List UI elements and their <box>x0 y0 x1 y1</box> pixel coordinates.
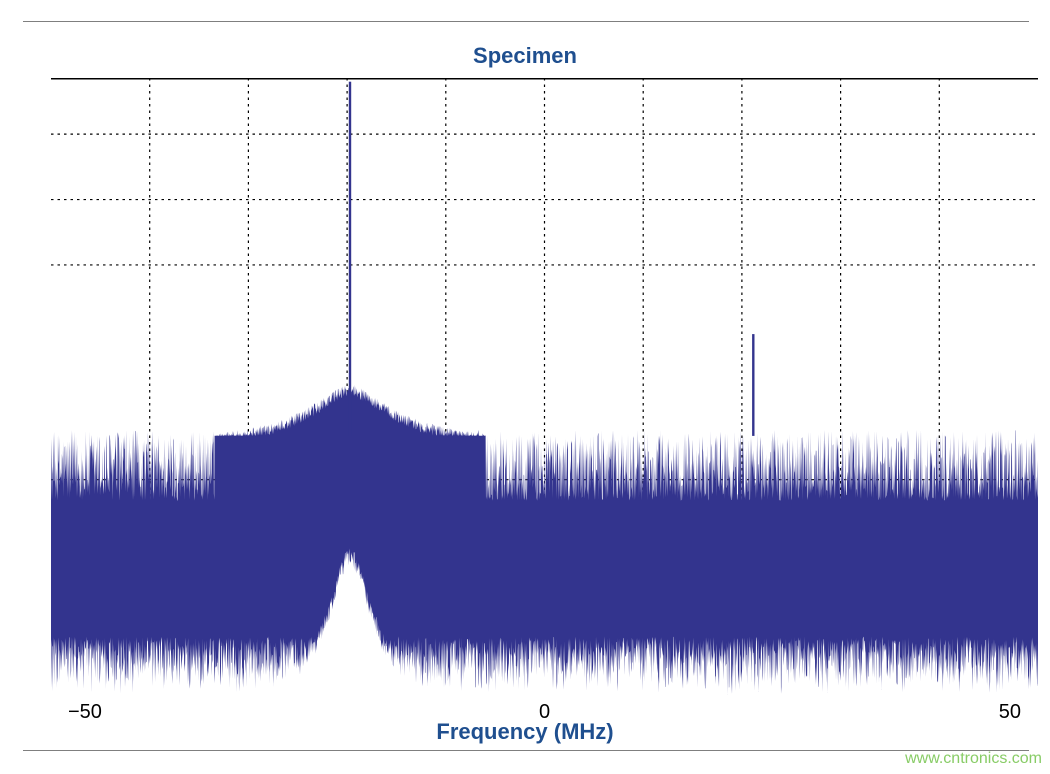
rule-top <box>23 21 1029 22</box>
spectrum-plot <box>51 78 1038 695</box>
watermark: www.cntronics.com <box>905 750 1042 768</box>
rule-under-axis <box>23 750 1029 751</box>
x-axis-label: Frequency (MHz) <box>0 719 1050 745</box>
page: Specimen −50 0 50 Frequency (MHz) www.cn… <box>0 0 1050 774</box>
chart-title: Specimen <box>0 43 1050 69</box>
